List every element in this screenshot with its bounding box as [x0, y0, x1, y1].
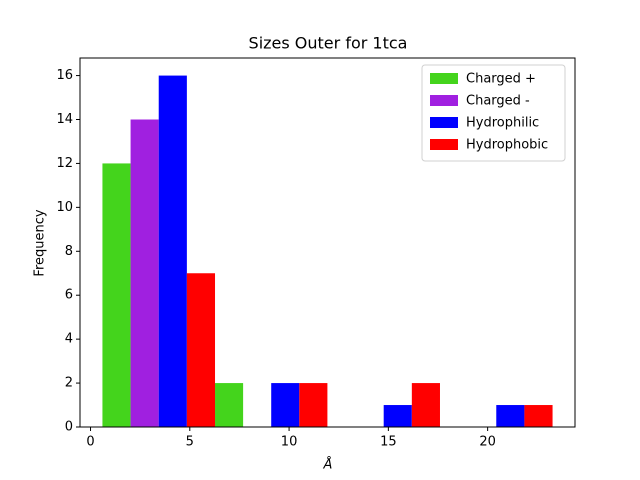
- y-tick-label: 2: [65, 376, 73, 391]
- bar: [524, 405, 553, 427]
- y-tick-label: 10: [56, 200, 73, 215]
- x-axis-label: Å: [323, 457, 333, 473]
- bar: [299, 383, 328, 427]
- legend-label: Hydrophilic: [466, 116, 539, 131]
- plot-frame: [79, 57, 576, 428]
- y-tick-label: 4: [65, 332, 73, 347]
- legend-swatch: [430, 95, 458, 106]
- x-tick-label: 20: [479, 435, 496, 450]
- y-axis-label: Frequency: [33, 209, 48, 276]
- bar: [496, 405, 525, 427]
- chart-title: Sizes Outer for 1tca: [249, 34, 408, 53]
- legend-label: Hydrophobic: [466, 138, 548, 153]
- bar: [411, 383, 440, 427]
- bar: [130, 119, 159, 427]
- y-tick-label: 14: [56, 112, 73, 127]
- legend-swatch: [430, 139, 458, 150]
- legend-label: Charged -: [466, 94, 530, 109]
- bar: [186, 273, 216, 427]
- bar: [102, 163, 131, 427]
- x-tick-label: 0: [86, 435, 94, 450]
- bar: [383, 405, 412, 427]
- x-tick-label: 10: [281, 435, 298, 450]
- x-tick-label: 15: [380, 435, 397, 450]
- y-tick-label: 8: [65, 244, 73, 259]
- legend-box: [421, 64, 566, 162]
- bar: [215, 383, 244, 427]
- y-tick-label: 6: [65, 288, 73, 303]
- x-tick-label: 5: [186, 435, 194, 450]
- y-tick-label: 0: [65, 420, 73, 435]
- bar: [158, 75, 187, 428]
- y-tick-label: 16: [56, 68, 73, 83]
- bar: [271, 383, 300, 427]
- legend-swatch: [430, 73, 458, 84]
- y-tick-label: 12: [56, 156, 73, 171]
- legend-swatch: [430, 117, 458, 128]
- legend-label: Charged +: [466, 72, 536, 87]
